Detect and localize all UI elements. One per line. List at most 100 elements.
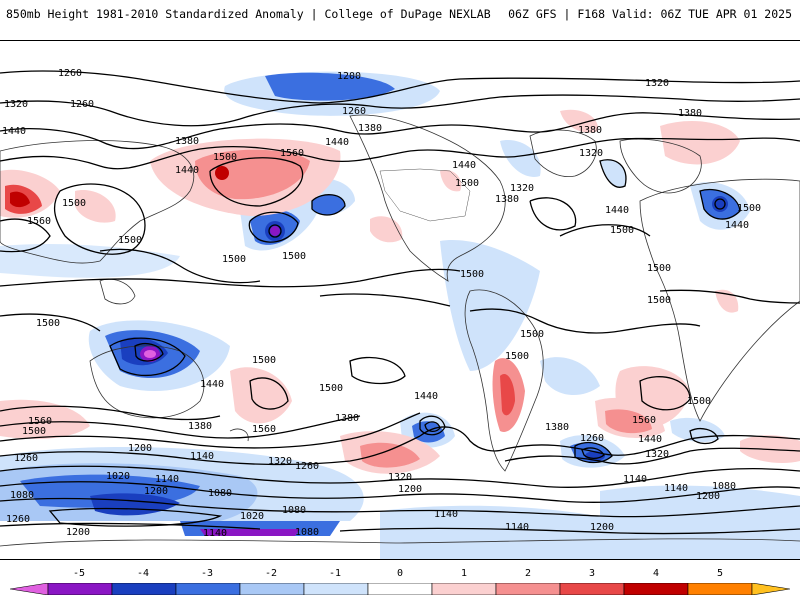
contour-label: 1440 — [200, 379, 224, 390]
contour-label: 1320 — [645, 78, 669, 89]
contour-label: 1440 — [452, 160, 476, 171]
contour-label: 1500 — [319, 383, 343, 394]
model-run-info: 06Z GFS | F168 Valid: 06Z TUE APR 01 202… — [508, 7, 792, 21]
contour-label: 1560 — [27, 216, 51, 227]
positive-anomaly-shading — [0, 109, 800, 474]
contour-value-labels: 1260 1200 1320 1320 1260 1260 1440 1380 … — [2, 68, 761, 539]
contour-label: 1500 — [737, 203, 761, 214]
contour-label: 1200 — [128, 443, 152, 454]
contour-label: 1500 — [505, 351, 529, 362]
contour-label: 1200 — [337, 71, 361, 82]
contour-label: 1500 — [647, 295, 671, 306]
colorbar-label: 0 — [396, 568, 404, 579]
contour-label: 1440 — [175, 165, 199, 176]
colorbar-bin — [367, 583, 433, 595]
colorbar-label: 2 — [524, 568, 532, 579]
contour-label: 1140 — [203, 528, 227, 539]
contour-label: 1200 — [696, 491, 720, 502]
contour-label: 1500 — [520, 329, 544, 340]
colorbar-bin — [751, 583, 790, 595]
contour-label: 1500 — [687, 396, 711, 407]
contour-label: 1320 — [645, 449, 669, 460]
contour-label: 1560 — [280, 148, 304, 159]
contour-label: 1560 — [28, 416, 52, 427]
colorbar-label: -1 — [328, 568, 342, 579]
colorbar-bin — [303, 583, 369, 595]
header: 850mb Height 1981-2010 Standardized Anom… — [0, 0, 800, 40]
contour-label: 1320 — [579, 148, 603, 159]
colorbar-bin — [239, 583, 305, 595]
colorbar-label: 5 — [716, 568, 724, 579]
contour-label: 1260 — [70, 99, 94, 110]
contour-label: 1380 — [175, 136, 199, 147]
colorbar-legend: -5 -4 -3 -2 -1 0 1 2 3 4 5 — [0, 568, 800, 600]
contour-label: 1260 — [580, 433, 604, 444]
contour-label: 1500 — [455, 178, 479, 189]
colorbar-bin — [431, 583, 497, 595]
colorbar-label: -5 — [72, 568, 86, 579]
contour-label: 1440 — [725, 220, 749, 231]
colorbar-label: -3 — [200, 568, 214, 579]
contour-label: 1560 — [252, 424, 276, 435]
map-panel: 1260 1200 1320 1320 1260 1260 1440 1380 … — [0, 40, 800, 560]
colorbar-bin — [687, 583, 753, 595]
contour-label: 1080 — [208, 488, 232, 499]
contour-label: 1500 — [252, 355, 276, 366]
colorbar-bin — [495, 583, 561, 595]
contour-label: 1260 — [295, 461, 319, 472]
contour-label: 1320 — [388, 472, 412, 483]
contour-label: 1380 — [188, 421, 212, 432]
colorbar-label: 1 — [460, 568, 468, 579]
contour-label: 1380 — [578, 125, 602, 136]
colorbar-bin — [559, 583, 625, 595]
contour-label: 1080 — [282, 505, 306, 516]
colorbar-label: 3 — [588, 568, 596, 579]
contour-label: 1140 — [155, 474, 179, 485]
contour-label: 1020 — [240, 511, 264, 522]
contour-label: 1500 — [36, 318, 60, 329]
contour-label: 1500 — [647, 263, 671, 274]
colorbar-bin — [111, 583, 177, 595]
contour-label: 1380 — [545, 422, 569, 433]
contour-label: 1500 — [62, 198, 86, 209]
contour-label: 1440 — [414, 391, 438, 402]
contour-label: 1500 — [118, 235, 142, 246]
contour-label: 1080 — [295, 527, 319, 538]
map-title: 850mb Height 1981-2010 Standardized Anom… — [6, 7, 491, 21]
contour-label: 1020 — [106, 471, 130, 482]
contour-label: 1140 — [434, 509, 458, 520]
contour-label: 1200 — [66, 527, 90, 538]
negative-anomaly-shading — [0, 71, 800, 559]
contour-label: 1200 — [398, 484, 422, 495]
contour-label: 1080 — [712, 481, 736, 492]
contour-label: 1440 — [2, 126, 26, 137]
contour-label: 1440 — [605, 205, 629, 216]
contour-label: 1380 — [335, 413, 359, 424]
contour-label: 1200 — [590, 522, 614, 533]
contour-label: 1080 — [10, 490, 34, 501]
colorbar-bin — [10, 583, 49, 595]
contour-label: 1140 — [623, 474, 647, 485]
contour-label: 1560 — [632, 415, 656, 426]
contour-label: 1260 — [58, 68, 82, 79]
contour-label: 1320 — [4, 99, 28, 110]
contour-label: 1500 — [213, 152, 237, 163]
colorbar-bin — [175, 583, 241, 595]
contour-label: 1200 — [144, 486, 168, 497]
colorbar-label: -4 — [136, 568, 150, 579]
contour-label: 1140 — [664, 483, 688, 494]
coastlines — [0, 114, 800, 547]
colorbar-label: -2 — [264, 568, 278, 579]
colorbar-bin — [623, 583, 689, 595]
contour-label: 1440 — [638, 434, 662, 445]
contour-label: 1380 — [678, 108, 702, 119]
colorbar-bin — [47, 583, 113, 595]
contour-label: 1380 — [495, 194, 519, 205]
contour-label: 1500 — [222, 254, 246, 265]
contour-label: 1500 — [282, 251, 306, 262]
contour-label: 1320 — [268, 456, 292, 467]
contour-label: 1500 — [460, 269, 484, 280]
height-contours — [0, 70, 800, 535]
contour-label: 1260 — [14, 453, 38, 464]
contour-label: 1140 — [190, 451, 214, 462]
